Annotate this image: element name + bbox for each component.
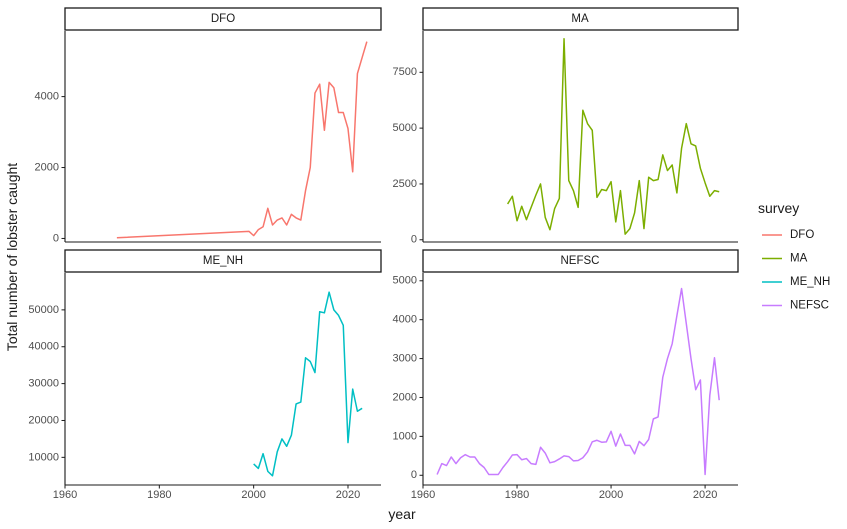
x-tick-label-nefsc: 1980	[505, 489, 529, 501]
y-tick-label-me-nh: 20000	[28, 414, 59, 426]
series-line-ma	[506, 38, 720, 235]
x-tick-label-me-nh: 1980	[147, 489, 171, 501]
panel-ma: 0 2500 5000 7500	[393, 31, 738, 246]
panel-me-nh: 10000 20000 30000 40000 50000 1960 1980 2000 202…	[28, 273, 381, 501]
panel-nefsc: 0 1000 2000 3000 4000 5000 1960 1980 2000 2020	[393, 273, 738, 501]
y-tick-label-me-nh: 10000	[28, 451, 59, 463]
series-line-me-nh	[253, 291, 363, 477]
x-axis-title: year	[388, 506, 416, 522]
y-tick-label-dfo: 0	[53, 232, 59, 244]
strip-dfo: DFO	[64, 7, 382, 31]
x-tick-label-nefsc: 2020	[693, 489, 717, 501]
y-tick-label-nefsc: 1000	[393, 430, 417, 442]
y-tick-label-nefsc: 5000	[393, 275, 417, 287]
y-tick-label-ma: 7500	[393, 66, 417, 78]
strip-ma: MA	[422, 7, 739, 31]
y-tick-label-dfo: 2000	[35, 161, 59, 173]
legend-label-ma: MA	[790, 253, 808, 265]
y-tick-label-me-nh: 40000	[28, 341, 59, 353]
x-tick-label-me-nh: 2000	[241, 489, 265, 501]
strip-me-nh: ME_NH	[64, 249, 382, 273]
x-tick-label-me-nh: 2020	[336, 489, 360, 501]
strip-label-nefsc: NEFSC	[561, 255, 600, 267]
x-tick-label-nefsc: 1960	[411, 489, 435, 501]
x-tick-label-me-nh: 1960	[53, 489, 77, 501]
legend-label-nefsc: NEFSC	[790, 300, 829, 312]
series-line-dfo	[116, 41, 368, 239]
y-tick-label-nefsc: 4000	[393, 314, 417, 326]
y-tick-label-ma: 5000	[393, 122, 417, 134]
strip-label-dfo: DFO	[211, 13, 235, 25]
y-axis-title: Total number of lobster caught	[4, 163, 20, 351]
y-tick-label-dfo: 4000	[35, 91, 59, 103]
strip-label-me-nh: ME_NH	[203, 255, 243, 267]
strip-label-ma: MA	[571, 13, 589, 25]
y-tick-label-me-nh: 50000	[28, 304, 59, 316]
strip-nefsc: NEFSC	[422, 249, 739, 273]
legend-label-me-nh: ME_NH	[790, 276, 830, 288]
panel-dfo: 0 2000 4000	[35, 31, 381, 244]
y-tick-label-nefsc: 3000	[393, 352, 417, 364]
y-tick-label-ma: 2500	[393, 178, 417, 190]
legend-title: survey	[758, 200, 799, 216]
legend: survey DFO MA ME_NH NEFSC	[758, 200, 830, 312]
y-tick-label-ma: 0	[411, 234, 417, 246]
series-line-nefsc	[436, 287, 720, 476]
y-tick-label-nefsc: 0	[411, 469, 417, 481]
y-tick-label-me-nh: 30000	[28, 378, 59, 390]
legend-label-dfo: DFO	[790, 229, 814, 241]
y-tick-label-nefsc: 2000	[393, 391, 417, 403]
x-tick-label-nefsc: 2000	[599, 489, 623, 501]
